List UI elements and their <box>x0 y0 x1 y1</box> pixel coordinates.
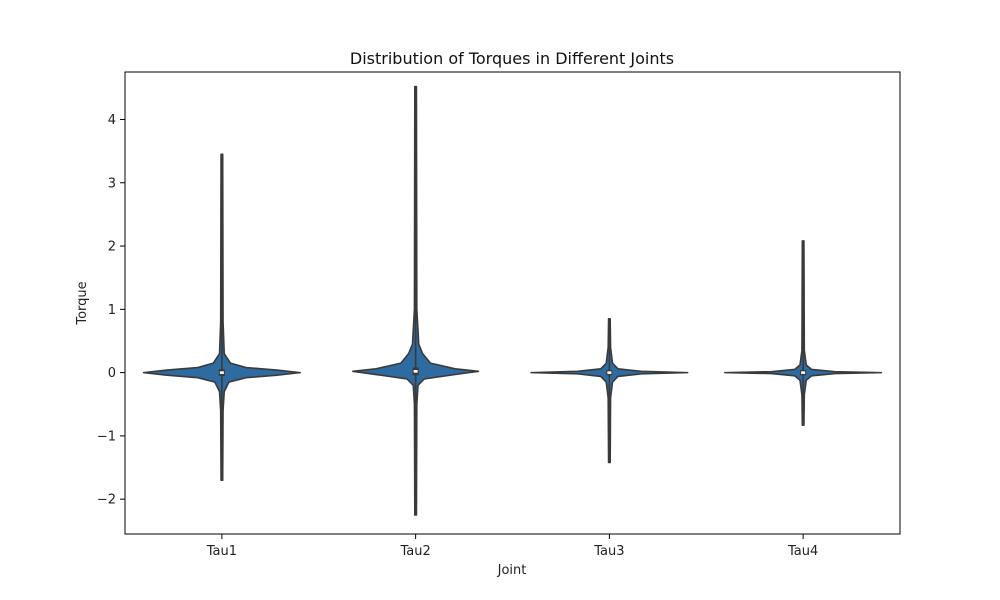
y-tick-label: −1 <box>97 429 116 444</box>
violin-tau1 <box>142 153 301 482</box>
y-tick-label: 1 <box>108 303 116 318</box>
violin-median <box>219 371 224 374</box>
x-axis: Tau1 Tau2 Tau3 Tau4 <box>206 534 818 559</box>
x-tick-label: Tau3 <box>593 544 624 559</box>
violin-median <box>801 371 806 374</box>
y-tick-label: 4 <box>108 113 116 128</box>
violin-tau3 <box>530 318 689 464</box>
y-axis: −2 −1 0 1 2 3 4 <box>97 113 125 508</box>
y-tick-label: 0 <box>108 366 116 381</box>
x-tick-label: Tau2 <box>399 544 430 559</box>
x-tick-label: Tau4 <box>787 544 818 559</box>
x-axis-title: Joint <box>497 563 527 578</box>
chart-title: Distribution of Torques in Different Joi… <box>350 49 674 68</box>
y-axis-title: Torque <box>75 281 90 325</box>
violin-tau2 <box>352 85 480 516</box>
x-tick-label: Tau1 <box>206 544 237 559</box>
violin-tau4 <box>724 240 883 426</box>
y-tick-label: 3 <box>108 176 116 191</box>
violin-median <box>607 371 612 374</box>
violin-median <box>413 370 418 373</box>
violins-layer <box>142 85 883 516</box>
plot-frame <box>124 71 901 535</box>
y-tick-label: 2 <box>108 240 116 255</box>
y-tick-label: −2 <box>97 493 116 508</box>
